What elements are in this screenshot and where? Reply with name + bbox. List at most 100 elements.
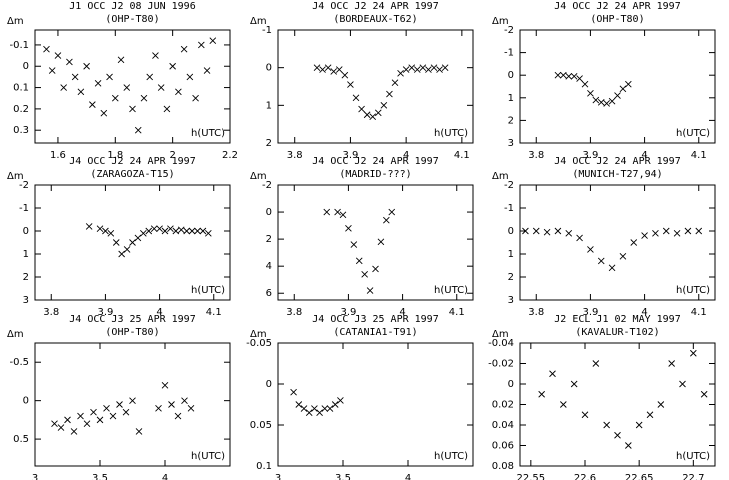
- x-tick-label: 22.6: [574, 473, 596, 480]
- point: [326, 405, 334, 412]
- point: [402, 66, 410, 73]
- x-axis-label: h(UTC): [434, 285, 468, 296]
- y-tick-label: -2: [504, 180, 514, 191]
- x-tick-label: 4: [399, 307, 405, 318]
- point: [102, 227, 109, 235]
- point: [608, 264, 616, 272]
- point: [117, 56, 125, 64]
- point: [581, 411, 589, 419]
- y-tick-label: -0.04: [488, 338, 514, 349]
- point: [188, 227, 196, 235]
- point: [172, 227, 180, 235]
- point: [152, 52, 159, 59]
- point: [543, 228, 551, 236]
- point: [129, 239, 136, 246]
- y-tick-label: 0.02: [492, 400, 514, 411]
- point: [337, 397, 344, 404]
- y-tick-label: 0: [23, 226, 29, 237]
- y-tick-label: 2: [23, 272, 29, 283]
- point: [163, 105, 171, 113]
- point: [156, 225, 163, 233]
- y-tick-label: 1: [23, 249, 29, 260]
- x-axis-label: h(UTC): [434, 128, 468, 139]
- point: [161, 381, 169, 389]
- x-tick-label: 1.8: [107, 150, 123, 161]
- x-axis-label: h(UTC): [676, 451, 710, 462]
- point: [386, 90, 393, 98]
- point: [425, 66, 432, 73]
- point: [341, 71, 349, 79]
- point: [592, 360, 600, 367]
- plot-frame: [34, 29, 231, 144]
- point: [441, 64, 449, 71]
- point: [180, 45, 188, 53]
- point: [83, 62, 90, 70]
- x-tick-label: 3: [275, 473, 281, 480]
- chart-subtitle: (KAVALUR-T102): [575, 327, 659, 338]
- x-tick-label: 22.65: [625, 473, 654, 480]
- point: [57, 424, 65, 431]
- x-axis-label: h(UTC): [434, 451, 468, 462]
- point: [625, 442, 632, 449]
- y-tick-label: 2: [266, 234, 272, 245]
- point: [331, 401, 339, 408]
- point: [290, 388, 297, 396]
- point: [51, 420, 58, 428]
- y-tick-label: 3: [23, 295, 29, 306]
- y-tick-label: -1: [262, 25, 272, 36]
- y-tick-label: 6: [266, 288, 272, 299]
- y-tick-label: 2: [266, 138, 272, 149]
- point: [554, 71, 562, 79]
- y-axis-label: Δm: [7, 16, 24, 27]
- chart-title: J4 OCC J2 24 APR 1997: [554, 1, 680, 12]
- point: [576, 75, 583, 82]
- point: [169, 62, 176, 70]
- x-tick-label: 4: [641, 307, 647, 318]
- point: [313, 64, 321, 71]
- chart-title: J4 OCC J3 25 APR 1997: [69, 314, 195, 325]
- point: [330, 68, 338, 75]
- point: [71, 73, 79, 81]
- point: [345, 224, 352, 232]
- chart-title: J4 OCC J2 24 APR 1997: [69, 156, 195, 167]
- point: [380, 102, 388, 109]
- point: [295, 401, 303, 408]
- y-tick-label: -1: [504, 48, 514, 59]
- x-tick-label: 4: [403, 150, 409, 161]
- point: [614, 431, 621, 439]
- x-tick-label: 4.1: [691, 307, 707, 318]
- point: [100, 109, 108, 117]
- y-tick-label: -1: [19, 203, 29, 214]
- y-tick-label: 1: [266, 100, 272, 111]
- point: [116, 401, 123, 408]
- point: [587, 246, 594, 253]
- point: [123, 84, 131, 91]
- y-tick-label: -0.1: [9, 40, 29, 51]
- y-tick-label: -1: [504, 203, 514, 214]
- point: [549, 370, 556, 378]
- point: [157, 84, 165, 91]
- point: [413, 66, 421, 73]
- x-tick-label: 4: [156, 307, 162, 318]
- y-axis-label: Δm: [7, 171, 24, 182]
- x-tick-label: 4.1: [206, 307, 222, 318]
- chart-subtitle: (MUNICH-T27,94): [572, 169, 662, 180]
- plot-frame: [34, 184, 231, 301]
- point: [565, 73, 573, 80]
- point: [597, 99, 605, 106]
- point: [174, 412, 182, 420]
- point: [129, 105, 136, 113]
- x-axis-label: h(UTC): [191, 451, 225, 462]
- point: [54, 52, 62, 59]
- point: [679, 380, 686, 388]
- point: [96, 225, 104, 233]
- point: [391, 79, 399, 87]
- point: [587, 89, 594, 97]
- point: [323, 208, 331, 216]
- point: [625, 80, 632, 88]
- point: [48, 67, 56, 74]
- chart-title: J1 OCC J2 08 JUN 1996: [69, 1, 195, 12]
- x-axis-label: h(UTC): [676, 128, 710, 139]
- point: [619, 85, 627, 93]
- point: [107, 229, 115, 237]
